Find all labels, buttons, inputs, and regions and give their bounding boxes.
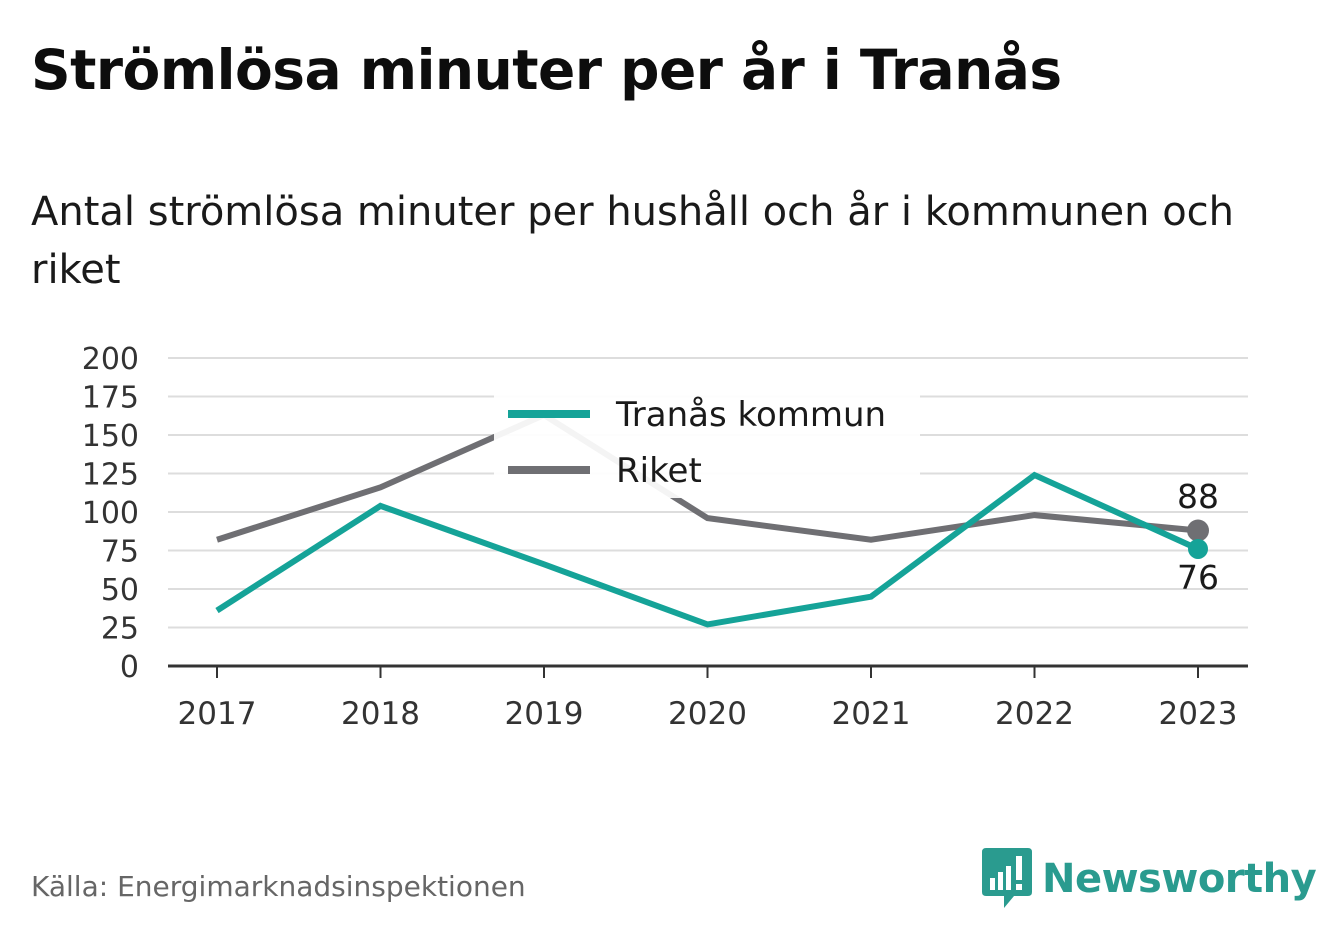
y-tick-label: 200 [82,342,139,377]
x-tick-label: 2018 [341,696,420,732]
legend-label: Riket [616,451,702,491]
series-lines [215,411,1200,628]
brand-logo[interactable]: Newsworthy [982,848,1317,910]
chart-title: Strömlösa minuter per år i Tranås [31,38,1062,102]
y-tick-label: 75 [101,535,139,570]
legend-label: Tranås kommun [615,395,886,435]
x-tick-label: 2017 [178,696,257,732]
y-tick-label: 0 [120,650,139,685]
data-label-riket: 88 [1177,477,1219,516]
legend-background [494,386,920,498]
y-tick-label: 125 [82,458,139,493]
endpoint-marker-riket [1187,519,1209,542]
y-tick-label: 100 [82,496,139,531]
endpoint-marker-tranas [1188,538,1208,559]
y-tick-label: 175 [82,381,139,416]
x-tick-label: 2021 [832,696,911,732]
x-tick-label: 2022 [995,696,1074,732]
brand-name: Newsworthy [1042,856,1317,902]
x-tick-label: 2023 [1159,696,1238,732]
y-tick-label: 25 [101,612,139,647]
source-note: Källa: Energimarknadsinspektionen [31,870,526,903]
bar-chart-speech-bubble-icon [982,848,1032,908]
y-tick-label: 50 [101,573,139,608]
chart-subtitle: Antal strömlösa minuter per hushåll och … [31,189,1235,293]
series-line-tranas [215,471,1200,628]
end-points: 88 76 [1177,477,1219,597]
x-tick-label: 2020 [668,696,747,732]
x-axis: 2017 2018 2019 2020 2021 2022 2023 [168,664,1248,732]
x-tick-label: 2019 [505,696,584,732]
series-line-riket [216,411,1199,543]
data-label-tranas: 76 [1177,558,1219,597]
legend: Tranås kommun Riket [494,386,920,498]
y-tick-label: 150 [82,419,139,454]
